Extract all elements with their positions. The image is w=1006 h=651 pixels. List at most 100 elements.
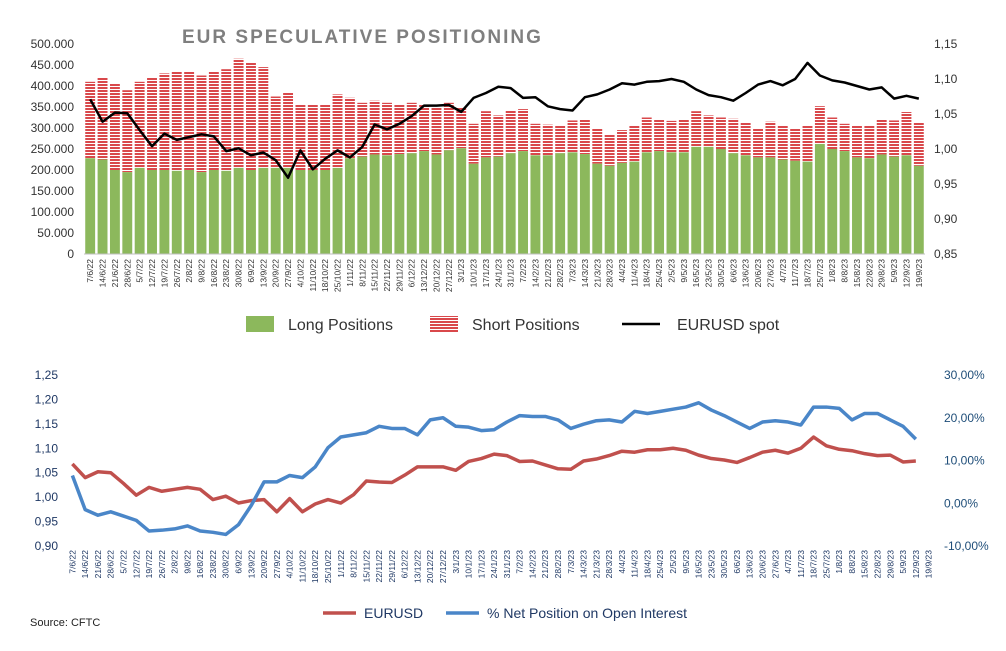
x-tick-label: 13/9/22: [258, 259, 268, 288]
x-tick-label: 6/6/23: [728, 259, 738, 283]
x-tick-label: 4/10/22: [285, 550, 295, 579]
short-position-bar: [109, 83, 120, 170]
x-tick-label: 27/9/22: [283, 259, 293, 288]
x-tick-label: 27/6/23: [770, 550, 780, 579]
long-position-bar: [233, 167, 244, 254]
short-position-bar: [97, 77, 108, 160]
x-tick-label: 18/7/23: [809, 550, 819, 579]
x-tick-label: 30/8/22: [221, 550, 231, 579]
long-position-bar: [629, 161, 640, 254]
short-position-bar: [753, 128, 763, 158]
y-left-tick-label: 100.000: [31, 205, 75, 219]
x-tick-label: 22/8/23: [872, 550, 882, 579]
long-position-bar: [728, 153, 739, 254]
x-tick-label: 13/6/23: [745, 550, 755, 579]
long-position-bar: [777, 159, 788, 254]
long-position-bar: [369, 154, 380, 254]
x-tick-label: 13/12/22: [412, 550, 422, 583]
x-tick-label: 11/10/22: [308, 259, 318, 292]
short-position-bar: [715, 117, 726, 149]
x-tick-label: 20/12/22: [431, 259, 441, 292]
x-tick-label: 14/6/22: [98, 259, 108, 288]
x-tick-label: 18/10/22: [310, 550, 320, 583]
x-tick-label: 18/7/23: [803, 259, 813, 288]
short-position-bar: [629, 125, 640, 162]
y-left-tick-label: 1,15: [35, 417, 59, 431]
short-position-bar: [654, 119, 665, 152]
y-left-tick-label: 500.000: [31, 37, 75, 51]
x-tick-label: 23/8/22: [208, 550, 218, 579]
x-tick-label: 4/4/23: [617, 259, 627, 283]
short-position-bar: [320, 104, 331, 170]
x-tick-label: 6/12/22: [400, 550, 410, 579]
x-tick-label: 8/8/23: [840, 259, 850, 283]
short-position-bar: [122, 90, 133, 173]
long-position-bar: [542, 155, 553, 254]
short-position-bar: [419, 104, 430, 152]
y-left-tick-label: 400.000: [31, 79, 75, 93]
x-tick-label: 29/8/23: [885, 550, 895, 579]
short-position-bar: [728, 118, 739, 154]
x-tick-label: 13/12/22: [419, 259, 429, 292]
short-position-bar: [443, 102, 454, 151]
long-position-bar: [184, 170, 195, 254]
x-tick-label: 18/4/23: [642, 550, 652, 579]
short-position-bar: [641, 117, 652, 153]
short-position-bar: [827, 117, 838, 149]
x-tick-label: 16/5/23: [694, 550, 704, 579]
x-tick-label: 7/6/22: [85, 259, 95, 283]
x-tick-label: 2/5/23: [668, 550, 678, 574]
x-tick-label: 20/6/23: [757, 550, 767, 579]
x-tick-label: 4/7/23: [778, 259, 788, 283]
x-tick-label: 15/8/23: [852, 259, 862, 288]
short-position-bar: [617, 130, 627, 163]
long-position-bar: [122, 172, 133, 254]
short-position-bar: [369, 100, 380, 155]
long-position-bar: [617, 162, 627, 254]
x-tick-label: 25/4/23: [654, 259, 664, 288]
long-position-bar: [654, 151, 665, 254]
long-position-bar: [159, 170, 170, 254]
long-position-bar: [406, 153, 417, 254]
x-tick-label: 6/9/22: [234, 550, 244, 574]
y-left-tick-label: 300.000: [31, 121, 75, 135]
x-tick-label: 21/6/22: [110, 259, 120, 288]
long-position-bar: [790, 160, 801, 254]
short-position-bar: [283, 92, 294, 168]
x-tick-label: 27/6/23: [765, 259, 775, 288]
x-tick-label: 25/7/23: [821, 550, 831, 579]
x-tick-label: 25/10/22: [323, 550, 333, 583]
short-position-bar: [233, 58, 244, 168]
legend-long-label: Long Positions: [288, 317, 393, 334]
long-position-bar: [839, 151, 850, 254]
long-position-bar: [147, 170, 157, 254]
x-tick-label: 5/9/23: [889, 259, 899, 283]
short-position-bar: [542, 124, 553, 156]
eurusd-line: [71, 435, 916, 514]
source-label: Source: CFTC: [30, 617, 101, 629]
x-tick-label: 11/7/23: [796, 550, 806, 578]
long-position-bar: [753, 157, 763, 254]
short-position-bar: [481, 111, 491, 158]
short-position-bar: [852, 125, 862, 158]
x-tick-label: 14/3/23: [579, 550, 589, 579]
x-tick-label: 29/8/23: [877, 259, 887, 288]
x-tick-label: 8/8/23: [847, 550, 857, 574]
long-position-bar: [394, 154, 405, 254]
x-tick-label: 17/1/23: [481, 259, 491, 288]
x-tick-label: 9/8/22: [182, 550, 192, 574]
short-position-bar: [134, 81, 145, 168]
x-tick-label: 16/5/23: [691, 259, 701, 288]
long-position-bar: [258, 167, 269, 254]
x-tick-label: 20/6/23: [753, 259, 763, 288]
x-tick-label: 8/11/22: [357, 259, 367, 287]
long-position-bar: [171, 170, 182, 254]
short-position-bar: [196, 75, 207, 173]
y-left-tick-label: 150.000: [31, 184, 75, 198]
short-position-bar: [691, 111, 702, 147]
x-tick-label: 8/11/22: [349, 550, 359, 578]
legend-short-label: Short Positions: [472, 317, 580, 334]
x-tick-label: 28/6/22: [122, 259, 132, 288]
x-tick-label: 11/4/23: [629, 259, 639, 287]
x-tick-label: 22/11/22: [374, 550, 384, 583]
